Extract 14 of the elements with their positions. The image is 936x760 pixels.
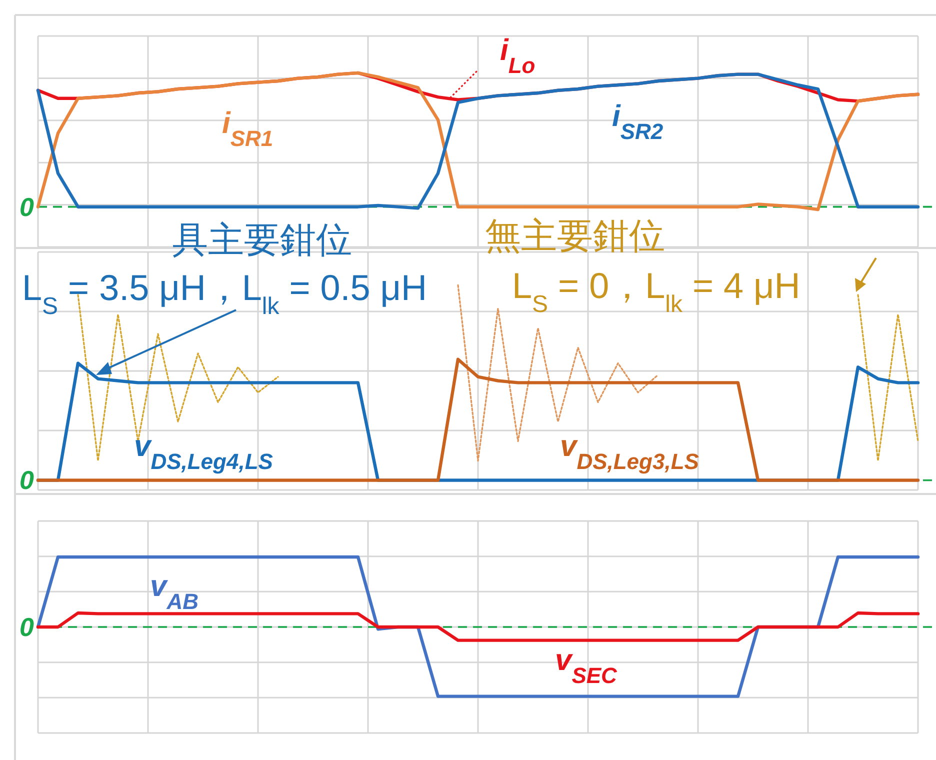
text: 具主要鉗位 [172,219,352,260]
series-label: v$_{SEC}$ [555,644,618,688]
ref-line-label: 0 [20,465,35,496]
series-label: i$_{SR1}$ [222,107,274,150]
ref-line-label: 0 [20,192,35,222]
series-label: v$_{DS,Leg4,LS}$ [134,430,274,474]
series-label: v$_{DS,Leg3,LS}$ [560,430,700,474]
series-label: v$_{AB}$ [150,570,199,614]
text: 無主要鉗位 [485,215,665,256]
ref-line-label: 0 [20,612,35,642]
series-label: i$_{SR2}$ [612,100,664,144]
series-label: i$_{Lo}$ [500,34,536,78]
annotation: L$_{S}$ = 0，L$_{lk}$ = 4 μH [512,265,800,318]
annotation: L$_{S}$ = 3.5 μH，L$_{lk}$ = 0.5 μH [22,267,428,320]
